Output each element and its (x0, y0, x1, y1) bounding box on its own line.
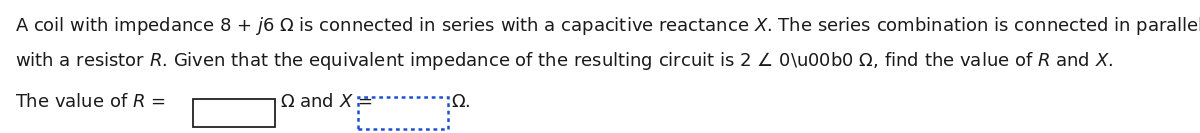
Text: A coil with impedance 8 + $j$6 $\Omega$ is connected in series with a capacitive: A coil with impedance 8 + $j$6 $\Omega$ … (14, 15, 1200, 37)
Bar (193, 99, 275, 127)
Text: $\Omega$ and $X$ =: $\Omega$ and $X$ = (280, 93, 372, 111)
Text: The value of $R$ =: The value of $R$ = (14, 93, 166, 111)
Bar (358, 97, 448, 129)
Text: with a resistor $R$. Given that the equivalent impedance of the resulting circui: with a resistor $R$. Given that the equi… (14, 50, 1114, 72)
Text: $\Omega$.: $\Omega$. (451, 93, 470, 111)
